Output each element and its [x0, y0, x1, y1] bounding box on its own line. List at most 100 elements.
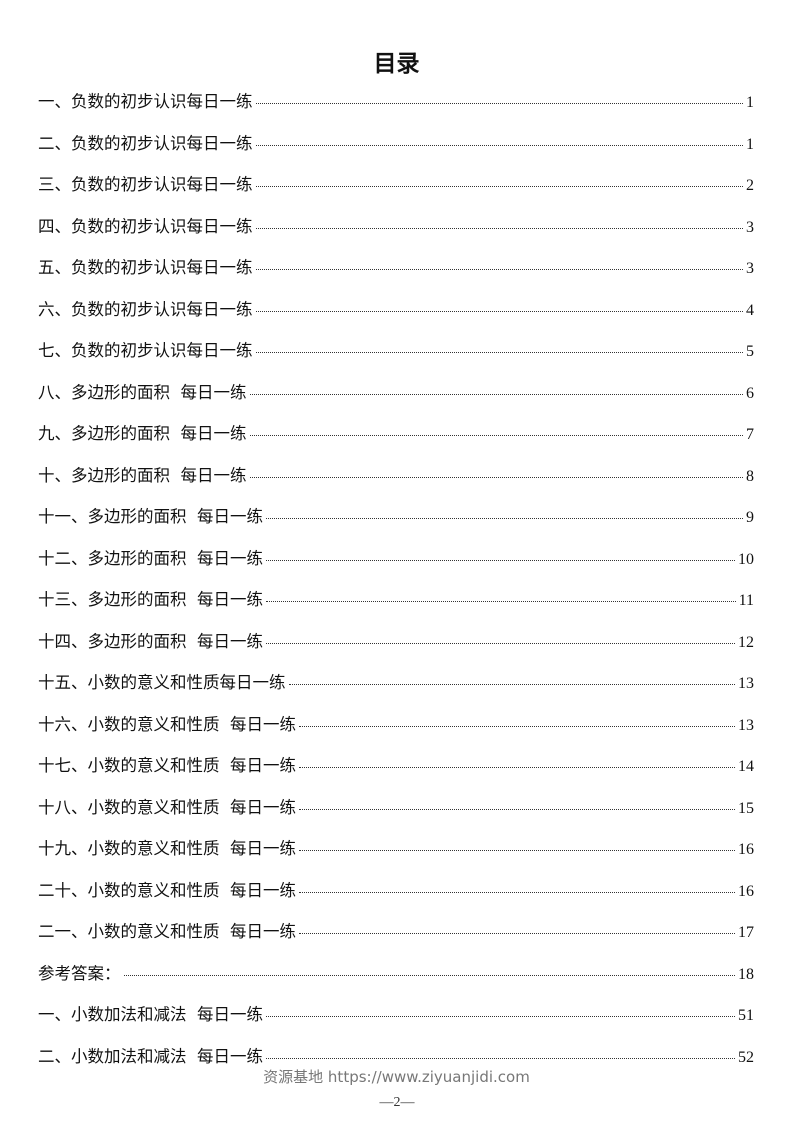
- dot-leader: [249, 393, 743, 395]
- toc-entry-label: 十一、多边形的面积 每日一练: [38, 507, 263, 526]
- toc-entry-label: 四、负数的初步认识每日一练: [38, 216, 253, 236]
- dot-leader: [299, 808, 735, 810]
- toc-entry-label: 八、多边形的面积 每日一练: [38, 382, 247, 402]
- toc-entry[interactable]: 二、负数的初步认识每日一练 1: [38, 130, 754, 172]
- toc-entry-label: 十三、多边形的面积 每日一练: [38, 590, 263, 609]
- dot-leader: [299, 891, 735, 893]
- toc-entry[interactable]: 十四、多边形的面积 每日一练 12: [38, 628, 754, 670]
- toc-entry-page: 16: [738, 882, 754, 900]
- toc-entry-page: 13: [738, 716, 754, 734]
- toc-entry[interactable]: 十六、小数的意义和性质 每日一练 13: [38, 711, 754, 753]
- dot-leader: [266, 1016, 735, 1017]
- toc-entry[interactable]: 一、小数加法和减法 每日一练 51: [38, 1001, 754, 1043]
- page-title: 目录: [373, 51, 420, 77]
- toc-entry-page: 6: [746, 384, 754, 402]
- toc-entry-label: 三、负数的初步认识每日一练: [38, 175, 253, 194]
- dot-leader: [255, 310, 743, 312]
- toc-entry[interactable]: 十、多边形的面积 每日一练 8: [38, 462, 754, 504]
- toc-entry-label: 十七、小数的意义和性质 每日一练: [38, 756, 296, 775]
- toc-entry[interactable]: 二十、小数的意义和性质 每日一练 16: [38, 877, 754, 919]
- toc-entry-page: 12: [738, 633, 754, 651]
- toc-entry-page: 16: [738, 841, 754, 858]
- toc-entry-page: 11: [738, 592, 754, 609]
- dot-leader: [123, 974, 735, 976]
- toc-entry-page: 15: [738, 799, 754, 817]
- toc-entry-page: 4: [746, 301, 754, 319]
- toc-entry-page: 3: [746, 260, 754, 277]
- toc-entry-page: 7: [746, 426, 754, 443]
- toc-entry[interactable]: 四、负数的初步认识每日一练 3: [38, 213, 754, 255]
- dot-leader: [255, 144, 743, 146]
- dot-leader: [299, 850, 735, 851]
- toc-entry[interactable]: 五、负数的初步认识每日一练 3: [38, 254, 754, 296]
- dot-leader: [249, 435, 743, 436]
- toc-entry[interactable]: 十七、小数的意义和性质 每日一练 14: [38, 752, 754, 794]
- toc-entry-page: 52: [738, 1048, 754, 1066]
- dot-leader: [299, 725, 735, 727]
- toc-entry-label: 一、负数的初步认识每日一练: [38, 92, 253, 111]
- watermark: 资源基地 https://www.ziyuanjidi.com: [263, 1068, 530, 1086]
- toc-entry-label: 十二、多边形的面积 每日一练: [38, 548, 263, 568]
- toc-entry[interactable]: 二一、小数的意义和性质 每日一练 17: [38, 918, 754, 960]
- toc-entry-label: 参考答案：: [38, 963, 121, 983]
- toc-entry-page: 2: [746, 177, 754, 194]
- toc-entry-page: 18: [738, 965, 754, 983]
- dot-leader: [266, 518, 743, 519]
- toc-entry-label: 七、负数的初步认识每日一练: [38, 341, 253, 360]
- toc-entry-page: 1: [746, 94, 754, 111]
- page-number: —2—: [379, 1095, 415, 1110]
- toc-entry-label: 十四、多边形的面积 每日一练: [38, 631, 263, 651]
- dot-leader: [288, 684, 735, 685]
- toc-entry-page: 5: [746, 343, 754, 360]
- toc-entry[interactable]: 九、多边形的面积 每日一练 7: [38, 420, 754, 462]
- toc-entry-label: 二一、小数的意义和性质 每日一练: [38, 922, 296, 941]
- dot-leader: [266, 601, 736, 602]
- dot-leader: [266, 642, 735, 644]
- toc-entry-label: 二、负数的初步认识每日一练: [38, 133, 253, 153]
- toc-entry[interactable]: 十五、小数的意义和性质每日一练 13: [38, 669, 754, 711]
- dot-leader: [255, 227, 743, 229]
- toc-entry-label: 十八、小数的意义和性质 每日一练: [38, 797, 296, 817]
- toc-entry[interactable]: 十八、小数的意义和性质 每日一练 15: [38, 794, 754, 836]
- toc-entry-label: 十六、小数的意义和性质 每日一练: [38, 714, 296, 734]
- toc-entry[interactable]: 十九、小数的意义和性质 每日一练 16: [38, 835, 754, 877]
- toc-entry[interactable]: 十一、多边形的面积 每日一练 9: [38, 503, 754, 545]
- toc-entry-page: 3: [746, 218, 754, 236]
- toc-entry[interactable]: 六、负数的初步认识每日一练 4: [38, 296, 754, 338]
- dot-leader: [266, 559, 735, 561]
- toc-entry-label: 十、多边形的面积 每日一练: [38, 465, 247, 485]
- toc-entry-label: 二、小数加法和减法 每日一练: [38, 1046, 263, 1066]
- dot-leader: [255, 352, 743, 353]
- toc-entry-label: 一、小数加法和减法 每日一练: [38, 1005, 263, 1024]
- toc-entry-label: 五、负数的初步认识每日一练: [38, 258, 253, 277]
- toc-entry[interactable]: 七、负数的初步认识每日一练 5: [38, 337, 754, 379]
- toc-entry-page: 9: [746, 509, 754, 526]
- dot-leader: [299, 767, 735, 768]
- toc-entry-page: 10: [738, 550, 754, 568]
- toc-entry-page: 14: [738, 758, 754, 775]
- toc-entry[interactable]: 十二、多边形的面积 每日一练 10: [38, 545, 754, 587]
- toc-entry[interactable]: 一、负数的初步认识每日一练 1: [38, 88, 754, 130]
- toc-entry-page: 51: [738, 1007, 754, 1024]
- toc-entry[interactable]: 二、小数加法和减法 每日一练 52: [38, 1043, 754, 1085]
- toc-entry-label: 二十、小数的意义和性质 每日一练: [38, 880, 296, 900]
- toc-entry-label: 十五、小数的意义和性质每日一练: [38, 673, 286, 692]
- toc-entry[interactable]: 十三、多边形的面积 每日一练 11: [38, 586, 754, 628]
- toc-entry-page: 1: [746, 135, 754, 153]
- dot-leader: [266, 1057, 735, 1059]
- toc-entry-label: 九、多边形的面积 每日一练: [38, 424, 247, 443]
- toc-entry[interactable]: 三、负数的初步认识每日一练 2: [38, 171, 754, 213]
- dot-leader: [299, 933, 735, 934]
- toc-entry[interactable]: 参考答案： 18: [38, 960, 754, 1002]
- toc-entry-label: 六、负数的初步认识每日一练: [38, 299, 253, 319]
- dot-leader: [255, 269, 743, 270]
- table-of-contents: 一、负数的初步认识每日一练 1 二、负数的初步认识每日一练 1 三、负数的初步认识每日一…: [38, 88, 754, 1084]
- toc-entry[interactable]: 八、多边形的面积 每日一练 6: [38, 379, 754, 421]
- dot-leader: [249, 476, 743, 478]
- toc-entry-label: 十九、小数的意义和性质 每日一练: [38, 839, 296, 858]
- toc-entry-page: 13: [738, 675, 754, 692]
- toc-entry-page: 8: [746, 467, 754, 485]
- dot-leader: [255, 186, 743, 187]
- toc-entry-page: 17: [738, 924, 754, 941]
